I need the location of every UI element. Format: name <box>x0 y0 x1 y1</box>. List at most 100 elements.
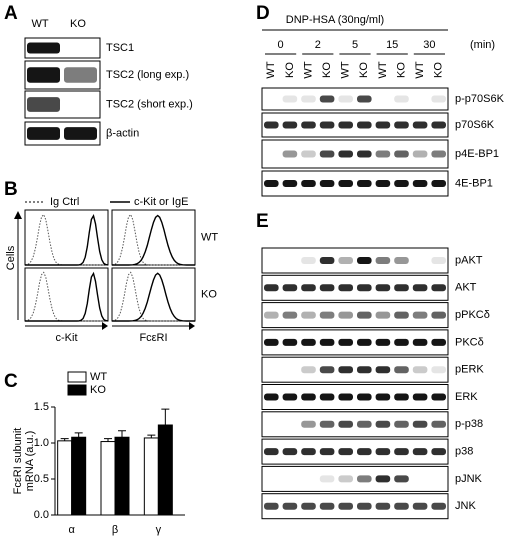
band <box>338 180 353 187</box>
band <box>375 150 391 158</box>
band <box>301 257 316 264</box>
panel-label: B <box>4 179 18 200</box>
band <box>394 180 409 187</box>
band <box>301 420 316 428</box>
row-label: 4E-BP1 <box>455 177 493 189</box>
band <box>264 284 279 292</box>
band <box>357 502 372 510</box>
histogram-stain <box>112 272 195 322</box>
time-label: 5 <box>352 39 358 51</box>
error-bar <box>74 432 83 438</box>
x-tick-label: β <box>112 524 118 536</box>
row-label: p38 <box>455 446 473 458</box>
arrow-head <box>189 322 195 330</box>
band <box>357 311 372 319</box>
time-label: 0 <box>278 39 284 51</box>
error-bar <box>118 430 126 438</box>
y-tick-label: 0.0 <box>34 509 49 521</box>
lane-label: KO <box>358 62 370 78</box>
row-label: p70S6K <box>455 119 495 131</box>
lane-label: WT <box>31 18 48 30</box>
band <box>412 448 428 456</box>
band <box>264 502 279 510</box>
band <box>338 420 353 428</box>
band <box>319 393 335 401</box>
band <box>431 257 446 264</box>
band <box>375 121 391 129</box>
histogram-stain <box>25 271 109 322</box>
histogram-box <box>111 209 196 266</box>
band <box>431 180 446 187</box>
lane-label: KO <box>284 62 296 78</box>
time-label: 30 <box>423 39 435 51</box>
band <box>412 311 428 319</box>
lane-label: WT <box>414 61 426 78</box>
lane-label: WT <box>302 61 314 78</box>
band <box>319 95 335 103</box>
band <box>282 121 298 129</box>
band <box>394 95 409 103</box>
lane-label: WT <box>340 61 352 78</box>
band <box>357 448 372 456</box>
band <box>338 475 353 483</box>
row-label: PKCδ <box>455 336 484 348</box>
histogram-control <box>24 271 108 322</box>
bar <box>100 441 116 516</box>
band <box>338 502 353 510</box>
lane-label: KO <box>321 62 333 78</box>
band <box>282 311 298 319</box>
band <box>27 42 60 54</box>
row-label: JNK <box>455 500 476 512</box>
band <box>282 502 298 510</box>
band <box>431 95 446 103</box>
band <box>431 502 446 510</box>
error-bar <box>147 434 156 438</box>
band <box>375 502 391 510</box>
band <box>375 311 391 319</box>
band <box>264 180 279 187</box>
histogram-stain <box>112 214 195 266</box>
band <box>375 180 391 187</box>
band <box>282 448 298 456</box>
band <box>394 366 409 374</box>
band <box>301 502 316 510</box>
blot <box>261 87 449 111</box>
bar <box>71 436 87 516</box>
band <box>357 150 372 158</box>
error-bar <box>161 408 170 425</box>
band <box>375 284 391 292</box>
bar <box>143 437 159 516</box>
x-label: c-Kit <box>56 332 78 344</box>
band <box>301 121 316 129</box>
band <box>431 150 446 158</box>
histogram-box <box>24 209 109 266</box>
row-label: pAKT <box>455 254 483 266</box>
band <box>301 95 316 103</box>
band <box>264 311 279 319</box>
band <box>357 180 372 187</box>
band <box>64 67 97 83</box>
band <box>319 502 335 510</box>
band <box>375 475 391 483</box>
band <box>319 150 335 158</box>
y-axis-label: FcεRI subunit <box>12 428 24 495</box>
band <box>319 475 335 483</box>
band <box>301 448 316 456</box>
band <box>431 393 446 401</box>
row-label: p-p38 <box>455 418 483 430</box>
band <box>394 150 409 158</box>
band <box>264 121 279 129</box>
band <box>282 338 298 346</box>
panel-label: E <box>256 211 269 232</box>
bar <box>57 440 73 516</box>
band <box>394 338 409 346</box>
panel-label: A <box>4 3 18 24</box>
row-label: pJNK <box>455 473 483 485</box>
band <box>412 338 428 346</box>
band <box>357 257 372 264</box>
band <box>282 393 298 401</box>
band <box>431 420 446 428</box>
band <box>338 284 353 292</box>
band <box>431 121 446 129</box>
